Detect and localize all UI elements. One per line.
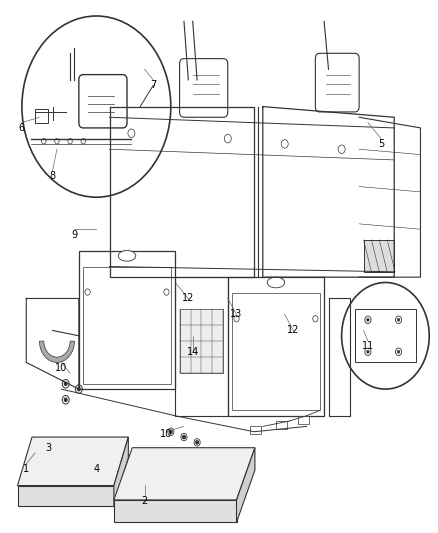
Bar xyxy=(79,251,175,389)
Polygon shape xyxy=(18,486,114,506)
Text: 14: 14 xyxy=(187,347,199,357)
Circle shape xyxy=(78,387,80,391)
Bar xyxy=(355,309,416,362)
Text: 4: 4 xyxy=(93,464,99,474)
Text: 3: 3 xyxy=(45,443,51,453)
Text: 8: 8 xyxy=(49,171,56,181)
Ellipse shape xyxy=(118,251,136,261)
Bar xyxy=(276,421,287,429)
Polygon shape xyxy=(114,437,128,506)
Circle shape xyxy=(64,382,67,385)
FancyBboxPatch shape xyxy=(315,53,359,112)
Text: 2: 2 xyxy=(141,496,148,506)
Text: 12: 12 xyxy=(287,326,300,335)
Text: 9: 9 xyxy=(71,230,78,239)
Text: 10: 10 xyxy=(160,430,173,439)
Polygon shape xyxy=(114,448,255,500)
Bar xyxy=(364,240,394,272)
Bar xyxy=(250,426,261,434)
Text: 1: 1 xyxy=(23,464,29,474)
Circle shape xyxy=(170,430,172,433)
Bar xyxy=(83,266,171,384)
Bar xyxy=(228,277,324,416)
Text: 13: 13 xyxy=(230,310,243,319)
Polygon shape xyxy=(114,500,237,522)
Text: 5: 5 xyxy=(378,139,384,149)
Polygon shape xyxy=(18,437,128,486)
Circle shape xyxy=(196,441,198,444)
Circle shape xyxy=(64,398,67,401)
Ellipse shape xyxy=(267,277,285,288)
Text: 10: 10 xyxy=(55,363,67,373)
Bar xyxy=(180,309,223,373)
Text: 7: 7 xyxy=(150,80,156,90)
Text: 11: 11 xyxy=(362,342,374,351)
Circle shape xyxy=(367,350,369,353)
FancyBboxPatch shape xyxy=(79,75,127,128)
Bar xyxy=(298,416,309,424)
Circle shape xyxy=(183,435,185,439)
Bar xyxy=(35,109,48,123)
Text: 6: 6 xyxy=(19,123,25,133)
Circle shape xyxy=(367,318,369,321)
Circle shape xyxy=(397,318,400,321)
Circle shape xyxy=(397,350,400,353)
FancyBboxPatch shape xyxy=(180,59,228,117)
Bar xyxy=(232,293,320,410)
Wedge shape xyxy=(39,341,74,362)
Polygon shape xyxy=(237,448,255,522)
Text: 12: 12 xyxy=(182,294,194,303)
